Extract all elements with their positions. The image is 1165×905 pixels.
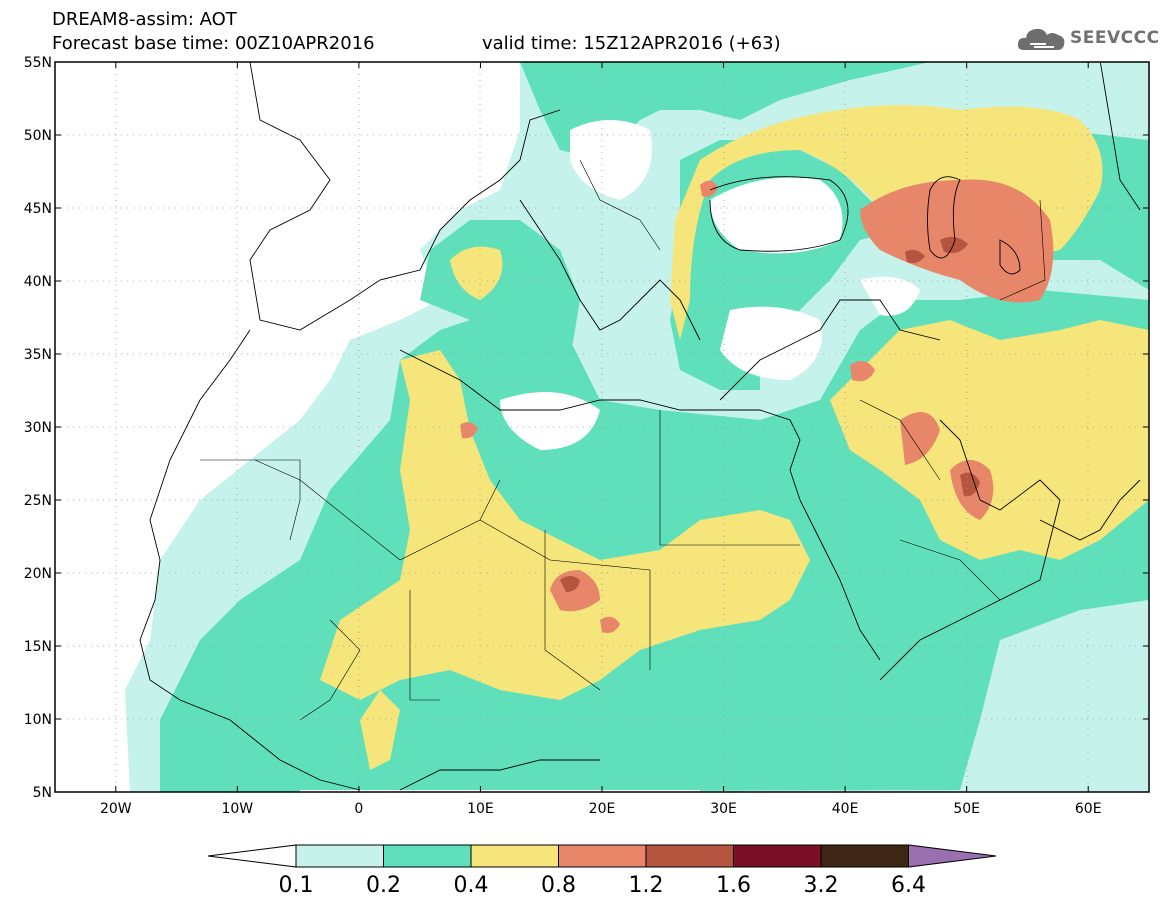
lat-label: 40N bbox=[24, 274, 52, 290]
cloud-icon bbox=[1017, 28, 1065, 50]
lon-label: 20E bbox=[589, 801, 616, 817]
colorbar-low-triangle bbox=[207, 844, 297, 868]
colorbar-label: 0.2 bbox=[366, 873, 401, 898]
valid-time: valid time: 15Z12APR2016 (+63) bbox=[482, 33, 781, 54]
lat-label: 20N bbox=[24, 566, 52, 582]
lat-label: 10N bbox=[24, 712, 52, 728]
colorbar-box bbox=[645, 844, 734, 868]
coastlines bbox=[139, 62, 1141, 791]
country-borders bbox=[200, 159, 1046, 721]
lat-label: 50N bbox=[24, 128, 52, 144]
map-title: DREAM8-assim: AOT bbox=[52, 9, 237, 30]
longitude-axis: 20W 10W 0 10E 20E 30E 40E 50E 60E bbox=[100, 62, 1102, 817]
colorbar: 0.1 0.2 0.4 0.8 1.2 1.6 3.2 6.4 bbox=[207, 844, 997, 898]
lon-label: 50E bbox=[953, 801, 980, 817]
colorbar-label: 3.2 bbox=[804, 873, 839, 898]
lat-label: 15N bbox=[24, 639, 52, 655]
lon-label: 20W bbox=[100, 801, 132, 817]
logo-text: SEEVCCC bbox=[1070, 28, 1160, 48]
colorbar-label: 0.8 bbox=[541, 873, 576, 898]
lat-label: 25N bbox=[24, 493, 52, 509]
lon-label: 40E bbox=[832, 801, 859, 817]
seevccc-logo: SEEVCCC bbox=[1016, 24, 1159, 54]
colorbar-box bbox=[558, 844, 647, 868]
colorbar-label: 0.4 bbox=[454, 873, 489, 898]
colorbar-high-triangle bbox=[908, 844, 997, 868]
colorbar-box bbox=[820, 844, 909, 868]
forecast-base-time: Forecast base time: 00Z10APR2016 bbox=[52, 33, 375, 54]
latitude-axis: 55N 50N 45N 40N 35N 30N 25N 20N 15N 10N 5N bbox=[24, 55, 1149, 801]
colorbar-label: 6.4 bbox=[891, 873, 926, 898]
lon-label: 10W bbox=[221, 801, 253, 817]
colorbar-box bbox=[383, 844, 472, 868]
lon-label: 10E bbox=[467, 801, 494, 817]
lat-label: 35N bbox=[24, 347, 52, 363]
graticule bbox=[55, 62, 1149, 792]
lat-label: 45N bbox=[24, 201, 52, 217]
aot-level-1.2 bbox=[560, 236, 980, 592]
aot-field bbox=[55, 62, 1149, 792]
colorbar-label: 1.2 bbox=[629, 873, 664, 898]
colorbar-box bbox=[295, 844, 384, 868]
colorbar-label: 1.6 bbox=[716, 873, 751, 898]
lat-label: 5N bbox=[33, 785, 52, 801]
colorbar-box bbox=[470, 844, 559, 868]
lon-label: 60E bbox=[1075, 801, 1102, 817]
lat-label: 55N bbox=[24, 55, 52, 71]
lat-label: 30N bbox=[24, 420, 52, 436]
colorbar-label: 0.1 bbox=[279, 873, 314, 898]
lon-label: 0 bbox=[354, 801, 363, 817]
colorbar-box bbox=[733, 844, 822, 868]
lon-label: 30E bbox=[710, 801, 737, 817]
